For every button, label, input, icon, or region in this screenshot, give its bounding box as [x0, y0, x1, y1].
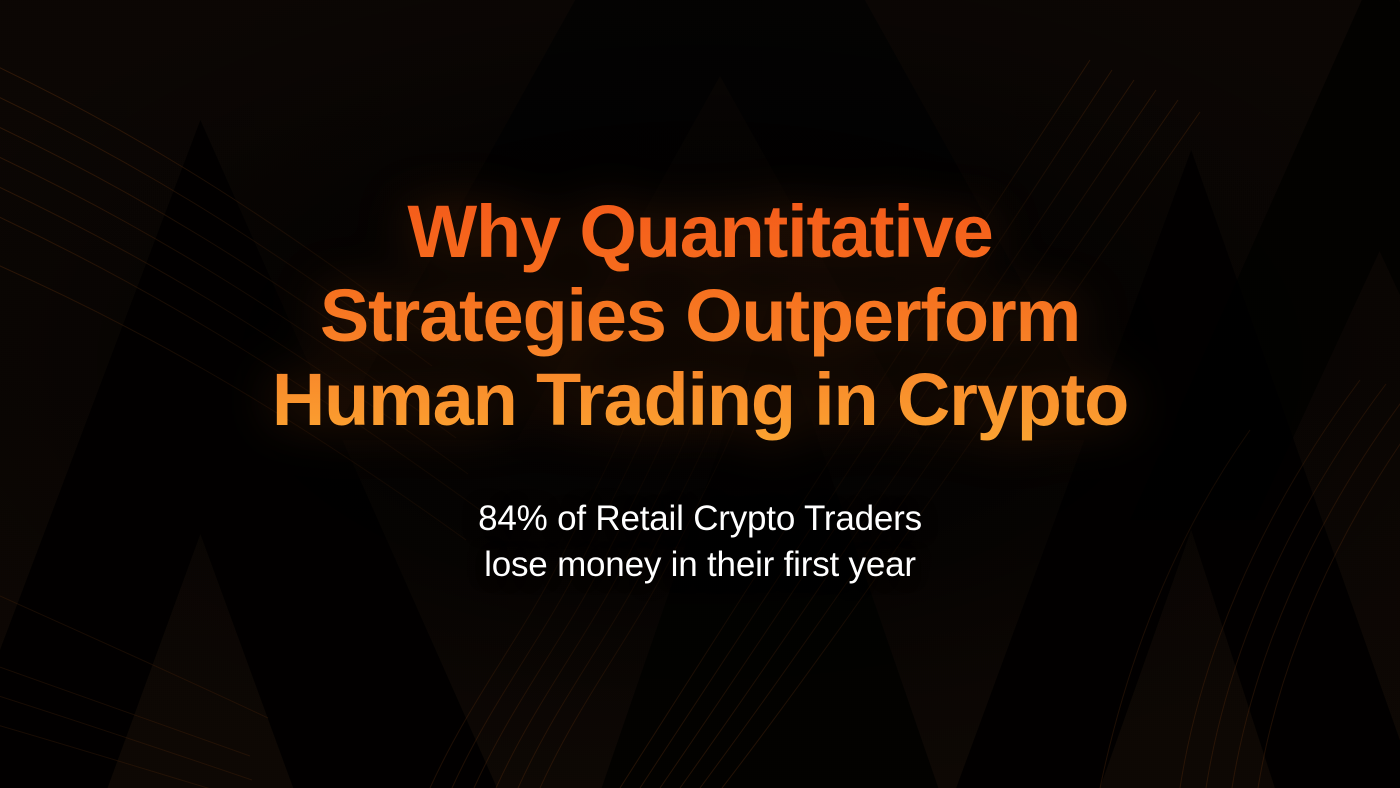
slide-headline: Why Quantitative Strategies Outperform H…: [271, 190, 1130, 441]
slide-subtitle: 84% of Retail Crypto Traders lose money …: [478, 499, 922, 584]
